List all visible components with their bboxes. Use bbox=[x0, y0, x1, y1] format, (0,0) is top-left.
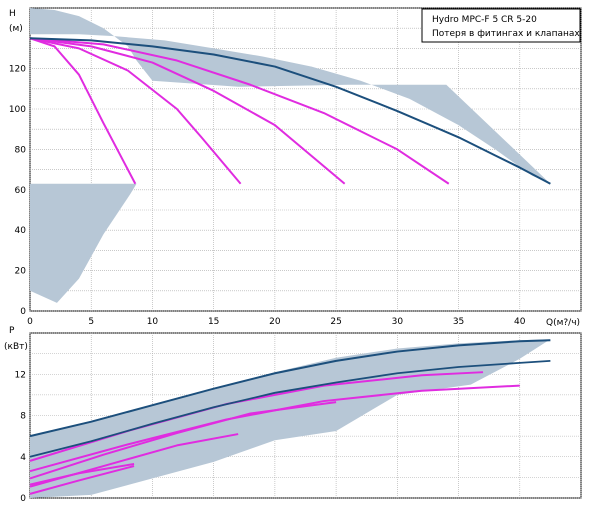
power-axes: 0 4 8 12 bbox=[15, 370, 27, 504]
y-tick-label: 12 bbox=[15, 370, 26, 380]
speed-curve-3 bbox=[29, 37, 346, 185]
x-tick-label: 25 bbox=[330, 317, 341, 327]
max-power-curve bbox=[29, 339, 551, 438]
power-curves bbox=[29, 339, 551, 495]
head-xlabel: Q(м?/ч) bbox=[546, 318, 580, 328]
head-ylabel-symbol: H bbox=[9, 9, 16, 19]
y-tick-label: 60 bbox=[15, 186, 27, 196]
y-tick-label: 40 bbox=[15, 226, 27, 236]
power-envelope bbox=[30, 339, 551, 498]
power-ylabel-unit: (кВт) bbox=[4, 342, 28, 352]
x-tick-label: 5 bbox=[88, 317, 94, 327]
head-envelope bbox=[30, 8, 551, 303]
operating-envelope bbox=[30, 8, 551, 184]
y-tick-label: 8 bbox=[20, 412, 26, 422]
legend-box bbox=[421, 8, 581, 43]
second-pump-curve bbox=[29, 359, 551, 458]
speed-curve-4 bbox=[29, 37, 450, 185]
y-tick-label: 0 bbox=[20, 494, 26, 504]
y-tick-label: 4 bbox=[20, 453, 26, 463]
speed-curve-2 bbox=[29, 37, 242, 185]
speed-curve-1 bbox=[29, 37, 137, 185]
x-tick-label: 40 bbox=[514, 317, 526, 327]
speed-curve-6 bbox=[29, 462, 135, 486]
power-ylabel-symbol: P bbox=[9, 326, 15, 336]
x-tick-label: 10 bbox=[147, 317, 159, 327]
head-plot-area bbox=[29, 7, 582, 312]
legend-title: Hydro MPC-F 5 CR 5-20 bbox=[432, 15, 537, 25]
operating-envelope bbox=[30, 339, 551, 498]
x-tick-label: 30 bbox=[392, 317, 404, 327]
y-tick-label: 120 bbox=[9, 65, 26, 75]
y-tick-label: 80 bbox=[15, 145, 27, 155]
speed-curve-5 bbox=[29, 465, 135, 495]
head-ylabel-unit: (м) bbox=[9, 24, 23, 34]
x-tick-label: 0 bbox=[27, 317, 33, 327]
y-tick-label: 0 bbox=[20, 307, 26, 317]
y-tick-label: 20 bbox=[15, 267, 27, 277]
head-curves bbox=[29, 37, 551, 185]
max-speed-curve bbox=[29, 37, 551, 185]
operating-envelope-low bbox=[30, 183, 137, 303]
legend-subtitle: Потеря в фитингах и клапанах bbox=[432, 29, 580, 39]
x-tick-label: 15 bbox=[208, 317, 219, 327]
y-tick-label: 100 bbox=[9, 105, 26, 115]
x-tick-label: 35 bbox=[453, 317, 464, 327]
head-axes: 0 20 40 60 80 100 120 0 5 10 15 20 25 30 35 40 bbox=[9, 65, 526, 327]
x-tick-label: 20 bbox=[269, 317, 281, 327]
speed-curve-3 bbox=[29, 401, 337, 480]
